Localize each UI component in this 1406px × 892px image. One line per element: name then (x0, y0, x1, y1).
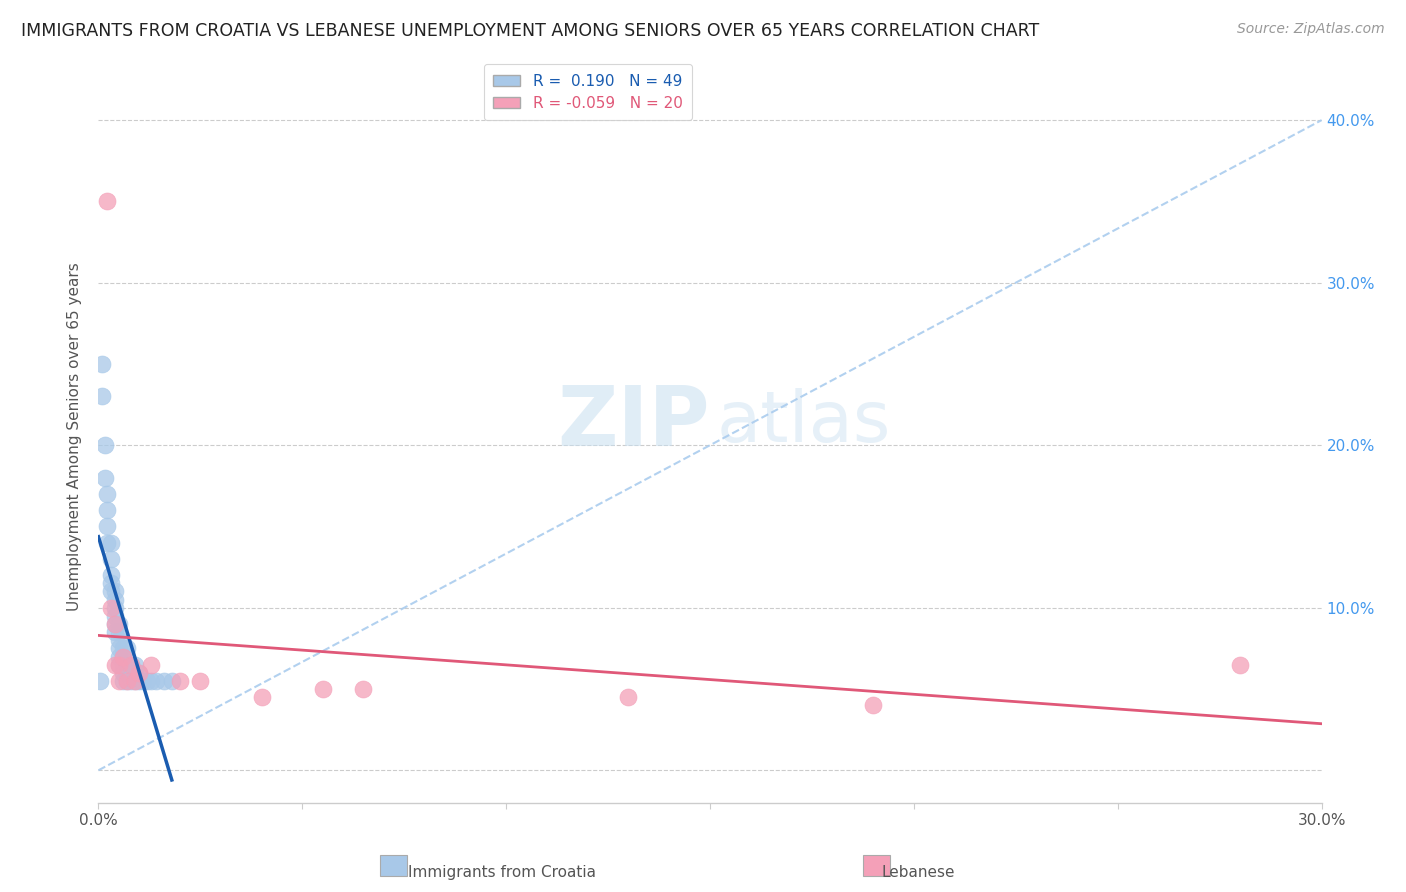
Point (169, 673, 191, 688)
Point (104, 592, 127, 607)
Point (120, 665, 142, 680)
Point (104, 657, 127, 672)
Point (111, 641, 134, 656)
Point (100, 535, 122, 549)
Point (111, 649, 134, 664)
Point (115, 665, 138, 680)
Point (111, 649, 134, 664)
Point (862, 698, 884, 713)
Point (128, 665, 150, 680)
Text: Immigrants from Croatia: Immigrants from Croatia (408, 865, 596, 880)
Point (100, 576, 122, 591)
Point (104, 617, 127, 632)
Point (96, 194, 118, 209)
Point (108, 641, 131, 656)
Point (124, 673, 146, 688)
Point (141, 673, 163, 688)
Point (160, 673, 183, 688)
Point (108, 657, 131, 672)
Point (108, 657, 131, 672)
Point (96, 487, 118, 501)
Point (96, 519, 118, 533)
Point (104, 608, 127, 623)
Point (120, 657, 142, 672)
Point (120, 657, 142, 672)
Point (93, 471, 115, 485)
Point (108, 649, 131, 664)
Point (91, 357, 114, 371)
Point (124, 673, 146, 688)
Point (188, 673, 212, 688)
Point (93, 438, 115, 452)
Point (312, 681, 335, 696)
Point (152, 673, 174, 688)
Point (145, 673, 167, 688)
Point (115, 657, 138, 672)
Point (111, 665, 134, 680)
Text: Source: ZipAtlas.com: Source: ZipAtlas.com (1237, 22, 1385, 37)
Text: IMMIGRANTS FROM CROATIA VS LEBANESE UNEMPLOYMENT AMONG SENIORS OVER 65 YEARS COR: IMMIGRANTS FROM CROATIA VS LEBANESE UNEM… (21, 22, 1039, 40)
Point (104, 617, 127, 632)
Legend: R =  0.190   N = 49, R = -0.059   N = 20: R = 0.190 N = 49, R = -0.059 N = 20 (484, 64, 692, 120)
Text: ZIP: ZIP (558, 382, 710, 463)
FancyBboxPatch shape (380, 855, 406, 876)
Point (96, 503, 118, 517)
Point (111, 673, 134, 688)
Y-axis label: Unemployment Among Seniors over 65 years: Unemployment Among Seniors over 65 years (67, 263, 83, 611)
Point (108, 673, 131, 688)
Point (128, 665, 150, 680)
Point (104, 600, 127, 615)
Point (100, 552, 122, 566)
Point (128, 673, 150, 688)
Point (104, 625, 127, 640)
Point (108, 625, 131, 640)
Point (89, 673, 111, 688)
Point (115, 641, 138, 656)
Point (352, 681, 374, 696)
FancyBboxPatch shape (863, 855, 890, 876)
Point (250, 690, 273, 705)
Point (120, 673, 142, 688)
Point (108, 633, 131, 648)
Point (115, 673, 138, 688)
Text: atlas: atlas (716, 388, 890, 457)
Point (111, 657, 134, 672)
Point (136, 673, 159, 688)
Point (100, 584, 122, 599)
Point (104, 584, 127, 599)
Text: Lebanese: Lebanese (882, 865, 955, 880)
Point (132, 673, 155, 688)
Point (124, 657, 146, 672)
Point (141, 657, 163, 672)
Point (108, 617, 131, 632)
Point (100, 568, 122, 582)
Point (96, 535, 118, 549)
Point (115, 673, 138, 688)
Point (124, 665, 146, 680)
Point (91, 389, 114, 403)
Point (1229, 657, 1251, 672)
Point (100, 600, 122, 615)
Point (617, 690, 640, 705)
